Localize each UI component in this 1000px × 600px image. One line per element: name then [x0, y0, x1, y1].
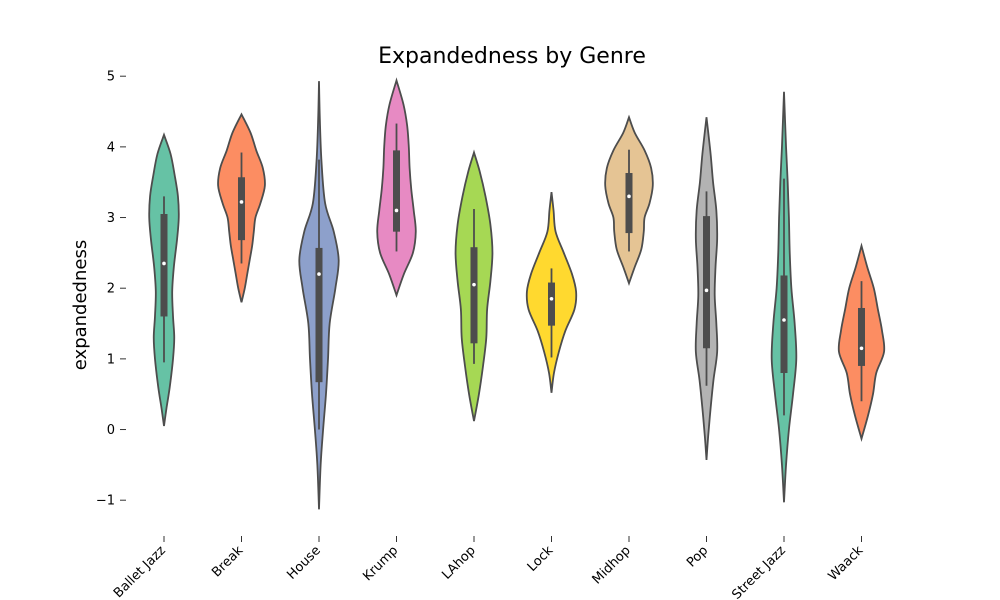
violin-ballet-jazz [148, 132, 180, 427]
y-tick-label: 0 [107, 423, 115, 438]
x-tick-label: Waack [826, 543, 867, 584]
violin-median-point [317, 272, 321, 276]
violin-waack [837, 242, 886, 443]
y-axis: −1 0 1 2 3 4 5 [96, 70, 126, 509]
violins [148, 77, 886, 510]
x-axis: Ballet Jazz Break House Krump LAhop Lock Midho… [111, 536, 867, 600]
violin-median-point [549, 297, 554, 301]
violin-median-point [704, 288, 709, 293]
violin-street-jazz [770, 91, 798, 503]
violin-median-point [239, 200, 244, 204]
violin-house [298, 81, 340, 510]
violin-iqr-box [470, 247, 478, 344]
y-axis-label: expandedness [70, 240, 91, 370]
violin-iqr-box [393, 150, 400, 232]
x-tick-label: House [284, 543, 323, 582]
x-tick-label: Ballet Jazz [111, 543, 169, 600]
x-tick-label: Street Jazz [729, 543, 789, 600]
violin-midhop [604, 114, 654, 286]
violin-lahop [454, 149, 494, 422]
violin-median-point [859, 346, 864, 351]
y-tick-label: 5 [107, 70, 115, 85]
x-tick-label: Pop [684, 543, 711, 570]
violin-median-point [162, 261, 166, 266]
violin-lock [525, 191, 578, 393]
x-tick-label: Break [209, 543, 246, 580]
violin-iqr-box [548, 282, 555, 326]
violin-iqr-box [703, 216, 710, 349]
violin-median-point [394, 208, 399, 213]
y-tick-label: −1 [96, 494, 115, 509]
x-tick-label: Krump [360, 543, 401, 584]
violin-krump [376, 77, 417, 299]
violin-median-point [472, 282, 476, 287]
chart-title: Expandedness by Genre [378, 44, 646, 69]
violin-iqr-box [315, 247, 323, 383]
y-tick-label: 4 [107, 140, 115, 155]
y-tick-label: 2 [107, 282, 115, 297]
x-tick-label: Midhop [590, 543, 634, 587]
violin-iqr-box [780, 275, 788, 373]
violin-median-point [782, 318, 786, 322]
x-tick-label: LAhop [439, 543, 479, 583]
violin-pop [694, 117, 719, 460]
y-tick-label: 3 [107, 211, 115, 226]
violin-iqr-box [625, 173, 633, 234]
violin-median-point [627, 194, 631, 199]
y-tick-label: 1 [107, 352, 115, 367]
violin-iqr-box [238, 177, 245, 241]
x-tick-label: Lock [525, 543, 557, 575]
violin-iqr-box [858, 307, 865, 366]
violin-break [217, 112, 266, 303]
